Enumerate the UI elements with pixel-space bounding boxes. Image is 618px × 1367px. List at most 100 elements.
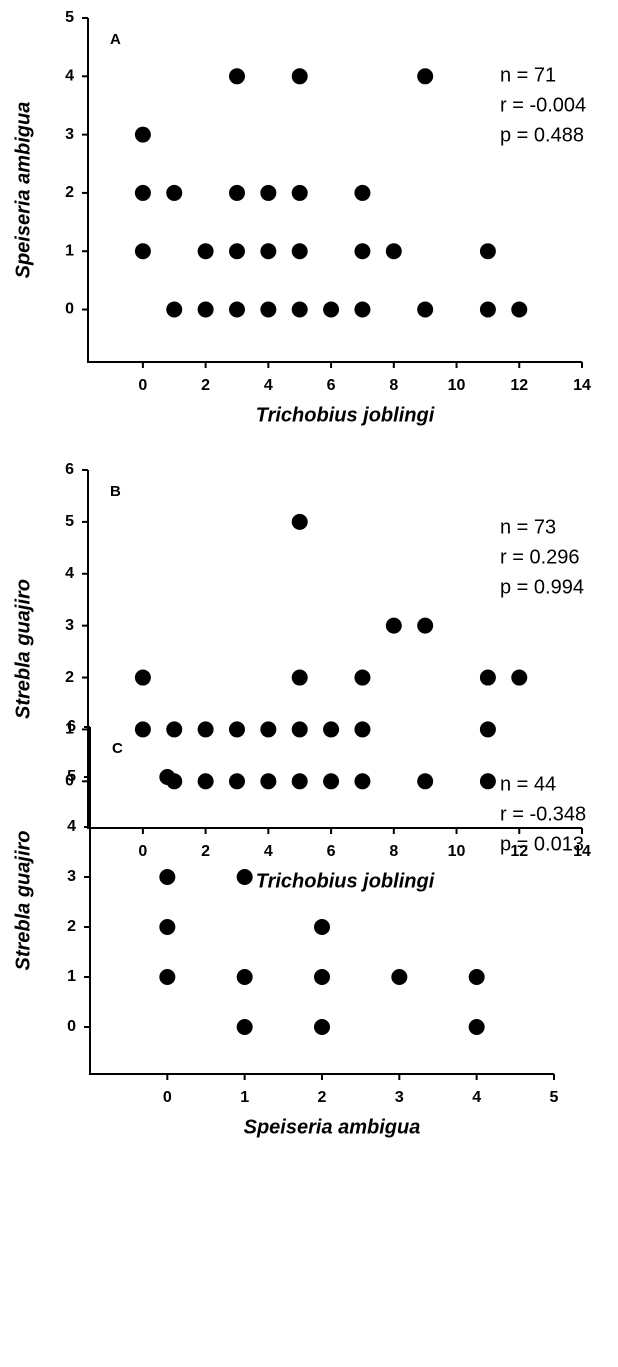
y-tick-label: 2 bbox=[65, 669, 74, 686]
x-tick-label: 4 bbox=[264, 377, 273, 394]
panel-label: A bbox=[110, 31, 121, 48]
x-tick-label: 6 bbox=[327, 843, 336, 860]
stat-annotation: r = 0.296 bbox=[500, 546, 580, 568]
x-tick-label: 0 bbox=[163, 1089, 172, 1106]
point bbox=[134, 184, 151, 201]
x-tick-label: 3 bbox=[395, 1089, 404, 1106]
point bbox=[385, 617, 402, 634]
point bbox=[291, 184, 308, 201]
point bbox=[134, 243, 151, 260]
point bbox=[291, 773, 308, 790]
x-tick-label: 14 bbox=[573, 377, 591, 394]
y-tick-label: 5 bbox=[65, 513, 74, 530]
point bbox=[291, 68, 308, 85]
x-tick-label: 10 bbox=[448, 843, 466, 860]
y-axis-title: Strebla guajiro bbox=[12, 830, 34, 970]
point bbox=[291, 669, 308, 686]
y-tick-label: 1 bbox=[65, 242, 74, 259]
stat-annotation: n = 71 bbox=[500, 64, 556, 86]
point bbox=[291, 243, 308, 260]
point bbox=[166, 184, 183, 201]
stat-annotation: p = 0.994 bbox=[500, 576, 584, 598]
x-tick-label: 10 bbox=[448, 377, 466, 394]
y-tick-label: 4 bbox=[65, 565, 74, 582]
stat-annotation: r = -0.004 bbox=[500, 94, 586, 116]
point bbox=[291, 513, 308, 530]
x-tick-label: 2 bbox=[318, 1089, 327, 1106]
point bbox=[166, 301, 183, 318]
panel-label: B bbox=[110, 483, 121, 500]
point bbox=[354, 301, 371, 318]
point bbox=[417, 301, 434, 318]
x-tick-label: 8 bbox=[389, 377, 398, 394]
point bbox=[391, 969, 408, 985]
y-tick-label: 6 bbox=[65, 461, 74, 478]
point bbox=[166, 721, 183, 738]
point bbox=[260, 301, 277, 318]
point bbox=[260, 721, 277, 738]
x-tick-label: 6 bbox=[327, 377, 336, 394]
point bbox=[354, 773, 371, 790]
point bbox=[354, 721, 371, 738]
y-tick-label: 4 bbox=[65, 68, 74, 85]
y-tick-label: 1 bbox=[67, 968, 76, 985]
point bbox=[314, 919, 330, 935]
x-tick-label: 4 bbox=[472, 1089, 481, 1106]
y-axis-title: Strebla guajiro bbox=[12, 579, 34, 719]
y-tick-label: 4 bbox=[67, 818, 76, 835]
panel-label: C bbox=[112, 740, 123, 757]
point bbox=[479, 721, 496, 738]
point bbox=[197, 773, 214, 790]
point bbox=[197, 243, 214, 260]
x-tick-label: 5 bbox=[550, 1089, 559, 1106]
x-tick-label: 4 bbox=[264, 843, 273, 860]
point bbox=[354, 243, 371, 260]
x-tick-label: 0 bbox=[138, 377, 147, 394]
point bbox=[314, 1019, 330, 1035]
stat-annotation: n = 44 bbox=[500, 773, 556, 795]
stat-annotation: r = -0.348 bbox=[500, 803, 586, 825]
x-tick-label: 2 bbox=[201, 843, 210, 860]
point bbox=[417, 68, 434, 85]
stat-annotation: n = 73 bbox=[500, 516, 556, 538]
y-tick-label: 0 bbox=[67, 1018, 76, 1035]
y-tick-label: 2 bbox=[65, 184, 74, 201]
point bbox=[260, 184, 277, 201]
point bbox=[323, 721, 340, 738]
point bbox=[236, 1019, 253, 1035]
point bbox=[197, 301, 214, 318]
point bbox=[291, 301, 308, 318]
x-axis-title: Trichobius joblingi bbox=[256, 870, 435, 892]
point bbox=[468, 969, 485, 985]
y-tick-label: 0 bbox=[65, 301, 74, 318]
point bbox=[228, 301, 245, 318]
point bbox=[228, 243, 245, 260]
y-tick-label: 5 bbox=[65, 9, 74, 26]
x-axis-title: Speiseria ambigua bbox=[244, 1116, 421, 1138]
point bbox=[228, 68, 245, 85]
x-tick-label: 14 bbox=[573, 843, 591, 860]
point bbox=[228, 773, 245, 790]
point bbox=[354, 669, 371, 686]
point bbox=[468, 1019, 485, 1035]
point bbox=[479, 773, 496, 790]
point bbox=[236, 869, 253, 885]
y-tick-label: 3 bbox=[65, 617, 74, 634]
point bbox=[385, 243, 402, 260]
point bbox=[314, 969, 330, 985]
point bbox=[323, 773, 340, 790]
y-tick-label: 2 bbox=[67, 918, 76, 935]
y-tick-label: 3 bbox=[67, 868, 76, 885]
x-tick-label: 8 bbox=[389, 843, 398, 860]
y-tick-label: 0 bbox=[65, 773, 74, 790]
point bbox=[134, 669, 151, 686]
y-tick-label: 5 bbox=[67, 768, 76, 785]
x-axis-title: Trichobius joblingi bbox=[256, 404, 435, 426]
point bbox=[159, 769, 176, 785]
point bbox=[134, 721, 151, 738]
point bbox=[323, 301, 340, 318]
y-tick-label: 6 bbox=[67, 718, 76, 735]
point bbox=[479, 669, 496, 686]
point bbox=[260, 243, 277, 260]
